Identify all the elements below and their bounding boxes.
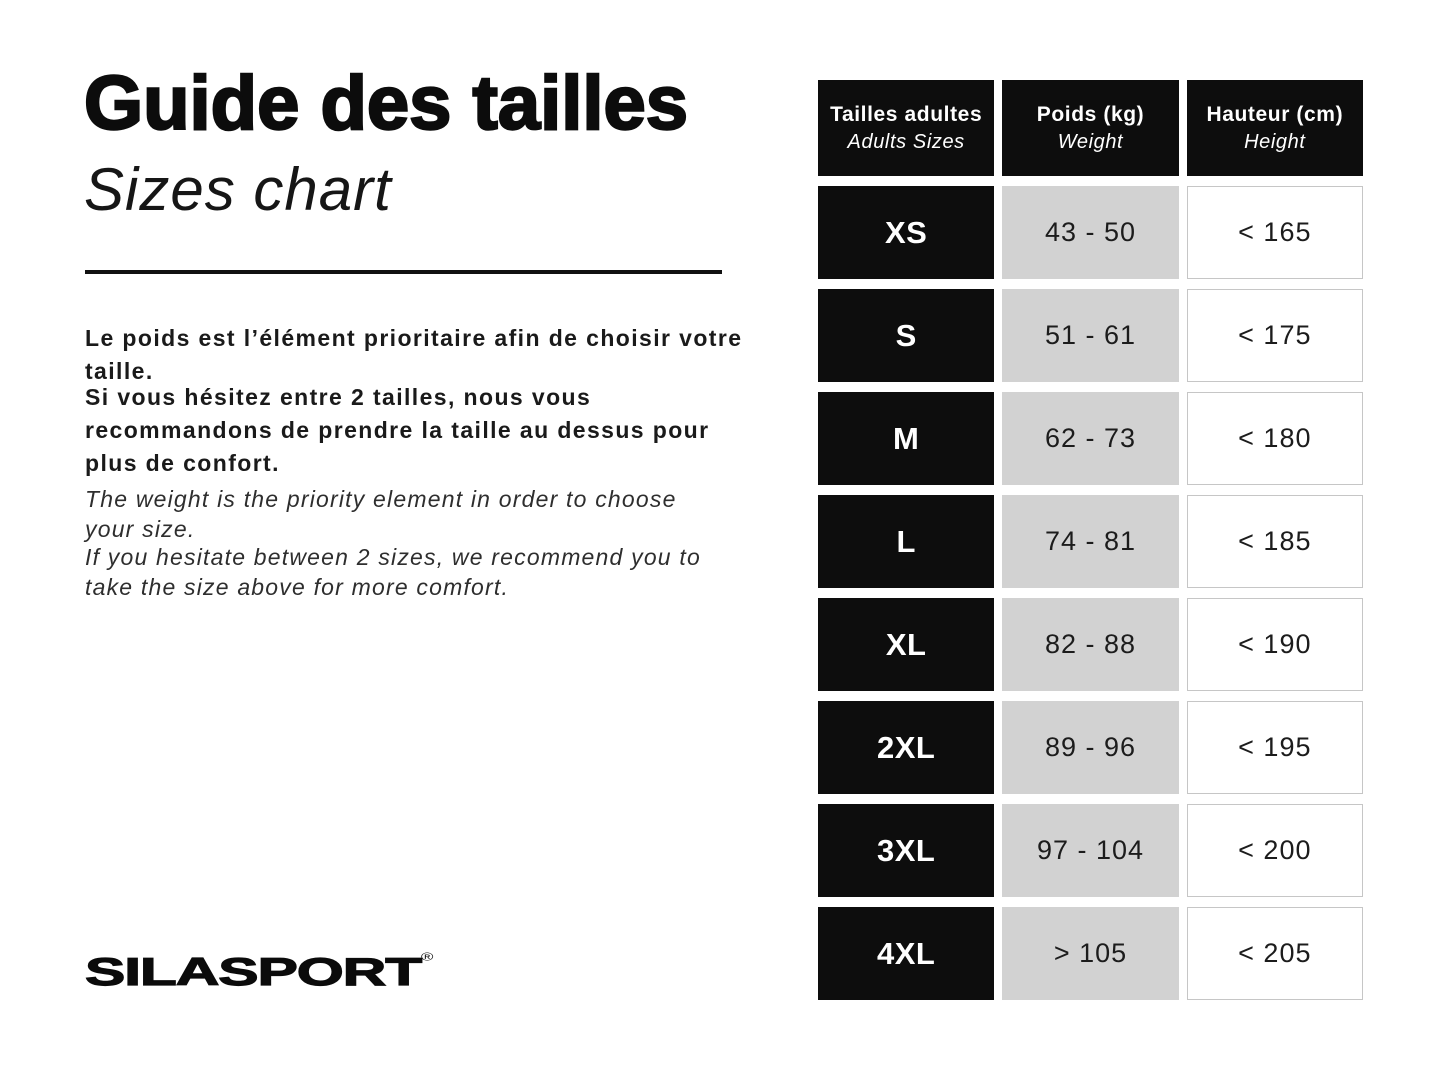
weight-cell-3xl: 97 - 104 xyxy=(1002,804,1179,897)
table-header-french: Tailles adultes xyxy=(830,102,983,126)
paragraph-english-weight-priority: The weight is the priority element in or… xyxy=(85,486,677,542)
table-header-english: Height xyxy=(1244,130,1306,153)
paragraph-french-weight-priority: Le poids est l’élément prioritaire afin … xyxy=(85,325,743,384)
size-cell-2xl: 2XL xyxy=(818,701,995,794)
table-header-col-2: Hauteur (cm) Height xyxy=(1186,80,1363,176)
weight-cell-xl: 82 - 88 xyxy=(1002,598,1179,691)
height-cell-xs: < 165 xyxy=(1186,186,1363,279)
table-header-english: Adults Sizes xyxy=(847,130,965,153)
weight-cell-xs: 43 - 50 xyxy=(1002,186,1179,279)
height-cell-3xl: < 200 xyxy=(1186,804,1363,897)
size-cell-xl: XL xyxy=(818,598,995,691)
silasport-logo-text: SILASPORT xyxy=(84,950,423,994)
height-cell-4xl: < 205 xyxy=(1186,907,1363,1000)
table-header-col-0: Tailles adultes Adults Sizes xyxy=(818,80,995,176)
size-cell-s: S xyxy=(818,289,995,382)
table-header-english: Weight xyxy=(1057,130,1124,153)
page-title-english: Sizes chart xyxy=(84,156,392,223)
height-cell-2xl: < 195 xyxy=(1186,701,1363,794)
height-cell-m: < 180 xyxy=(1186,392,1363,485)
weight-cell-l: 74 - 81 xyxy=(1002,495,1179,588)
height-cell-l: < 185 xyxy=(1186,495,1363,588)
weight-cell-2xl: 89 - 96 xyxy=(1002,701,1179,794)
size-cell-l: L xyxy=(818,495,995,588)
size-cell-xs: XS xyxy=(818,186,995,279)
table-header-french: Poids (kg) xyxy=(1036,102,1145,126)
weight-cell-4xl: > 105 xyxy=(1002,907,1179,1000)
table-header-french: Hauteur (cm) xyxy=(1206,102,1344,126)
paragraph-english-size-advice: If you hesitate between 2 sizes, we reco… xyxy=(85,544,701,600)
weight-cell-m: 62 - 73 xyxy=(1002,392,1179,485)
height-cell-s: < 175 xyxy=(1186,289,1363,382)
height-cell-xl: < 190 xyxy=(1186,598,1363,691)
paragraph-french-size-advice: Si vous hésitez entre 2 tailles, nous vo… xyxy=(85,384,710,476)
size-cell-3xl: 3XL xyxy=(818,804,995,897)
divider-line xyxy=(85,270,722,274)
table-header-col-1: Poids (kg) Weight xyxy=(1002,80,1179,176)
registered-trademark-icon: ® xyxy=(421,951,434,964)
page-title-french: Guide des tailles xyxy=(83,61,689,146)
size-cell-4xl: 4XL xyxy=(818,907,995,1000)
silasport-logo: SILASPORT® xyxy=(84,950,434,994)
weight-cell-s: 51 - 61 xyxy=(1002,289,1179,382)
size-cell-m: M xyxy=(818,392,995,485)
size-table: Tailles adultes Adults Sizes Poids (kg) Wei… xyxy=(818,80,1363,1000)
